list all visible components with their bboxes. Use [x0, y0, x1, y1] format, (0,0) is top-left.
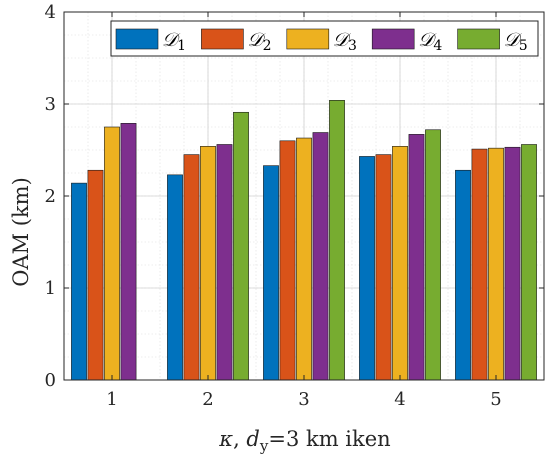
bar-D3-1 [104, 126, 120, 381]
legend-swatch-D3 [286, 28, 330, 50]
legend-label-D1: 𝒟1 [162, 29, 186, 54]
bar-D3-4 [392, 146, 408, 381]
bar-D4-2 [216, 144, 233, 381]
bar-D1-3 [263, 165, 279, 381]
bar-D1-4 [359, 156, 375, 381]
bars [71, 100, 537, 381]
bar-D3-3 [296, 137, 312, 381]
legend-swatch-D1 [115, 28, 159, 50]
legend-swatch-D2 [201, 28, 244, 50]
legend-label-D2: 𝒟2 [247, 29, 271, 54]
bar-D1-1 [71, 182, 87, 381]
x-tick-label: 3 [298, 389, 309, 410]
x-axis-label-d-sub: y [259, 437, 269, 455]
y-tick-labels: 0 1 2 3 4 [45, 2, 56, 391]
bar-D5-5 [521, 144, 537, 381]
legend-label-D4: 𝒟4 [418, 29, 442, 54]
y-tick-label: 2 [45, 186, 56, 207]
x-tick-label: 1 [106, 389, 117, 410]
bar-D2-3 [279, 140, 296, 381]
y-tick-label: 1 [45, 278, 56, 299]
x-tick-label: 2 [202, 389, 213, 410]
bar-D4-5 [504, 146, 521, 381]
bar-D3-5 [488, 147, 504, 381]
axes [63, 11, 545, 381]
bar-D2-2 [183, 154, 200, 381]
bar-D5-2 [233, 111, 249, 381]
x-axis-label-d: d [246, 427, 259, 451]
legend-swatch-D4 [371, 28, 415, 50]
bar-D1-5 [455, 169, 471, 381]
bar-D1-2 [167, 174, 183, 381]
x-axis-label-rest: =3 km iken [268, 427, 390, 451]
y-tick-label: 0 [45, 370, 56, 391]
x-tick-labels: 1 2 3 4 5 [106, 389, 501, 410]
bar-D5-3 [329, 100, 345, 381]
legend-swatch-D5 [457, 28, 500, 50]
x-tick-label: 5 [490, 389, 501, 410]
bar-D2-5 [471, 148, 488, 381]
y-axis-label: OAM (km) [9, 177, 33, 287]
bar-D5-4 [425, 129, 441, 381]
legend-label-D3: 𝒟3 [333, 29, 357, 54]
legend-label-D5: 𝒟5 [504, 29, 528, 54]
bar-D2-1 [87, 169, 104, 381]
legend: 𝒟1 𝒟2 𝒟3 𝒟4 𝒟5 [110, 20, 539, 57]
bar-D4-1 [120, 123, 137, 381]
bar-D4-4 [408, 134, 425, 381]
bar-D3-2 [200, 146, 216, 381]
x-tick-label: 4 [394, 389, 405, 410]
bar-D4-3 [312, 132, 329, 381]
y-tick-label: 4 [45, 2, 56, 23]
bar-D2-4 [375, 154, 392, 381]
x-axis-label-kappa: κ [218, 427, 233, 451]
y-tick-label: 3 [45, 94, 56, 115]
x-axis-label: κ, dy=3 km iken [218, 427, 390, 455]
